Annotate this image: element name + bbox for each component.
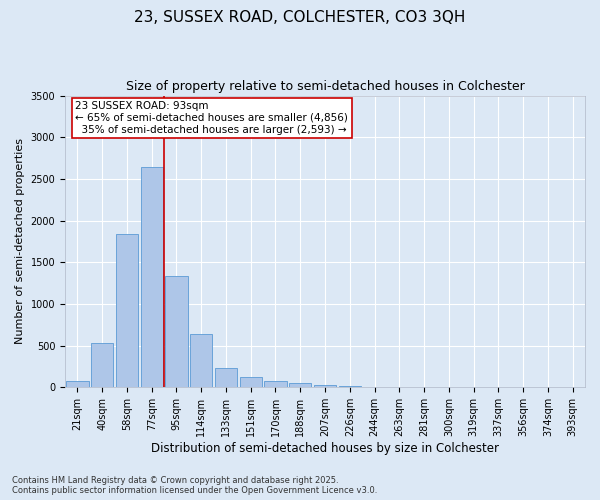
Bar bbox=[239, 378, 262, 388]
Bar bbox=[66, 380, 89, 388]
Bar bbox=[289, 383, 311, 388]
Title: Size of property relative to semi-detached houses in Colchester: Size of property relative to semi-detach… bbox=[125, 80, 524, 93]
Bar bbox=[140, 168, 163, 388]
Bar bbox=[166, 276, 188, 388]
Text: Contains HM Land Registry data © Crown copyright and database right 2025.
Contai: Contains HM Land Registry data © Crown c… bbox=[12, 476, 377, 495]
Bar bbox=[314, 385, 336, 388]
Bar bbox=[364, 386, 386, 388]
Bar bbox=[265, 381, 287, 388]
Bar bbox=[215, 368, 237, 388]
Text: 23 SUSSEX ROAD: 93sqm
← 65% of semi-detached houses are smaller (4,856)
  35% of: 23 SUSSEX ROAD: 93sqm ← 65% of semi-deta… bbox=[76, 102, 349, 134]
Text: 23, SUSSEX ROAD, COLCHESTER, CO3 3QH: 23, SUSSEX ROAD, COLCHESTER, CO3 3QH bbox=[134, 10, 466, 25]
Bar bbox=[91, 343, 113, 388]
X-axis label: Distribution of semi-detached houses by size in Colchester: Distribution of semi-detached houses by … bbox=[151, 442, 499, 455]
Bar bbox=[338, 386, 361, 388]
Bar bbox=[190, 334, 212, 388]
Y-axis label: Number of semi-detached properties: Number of semi-detached properties bbox=[15, 138, 25, 344]
Bar bbox=[116, 234, 138, 388]
